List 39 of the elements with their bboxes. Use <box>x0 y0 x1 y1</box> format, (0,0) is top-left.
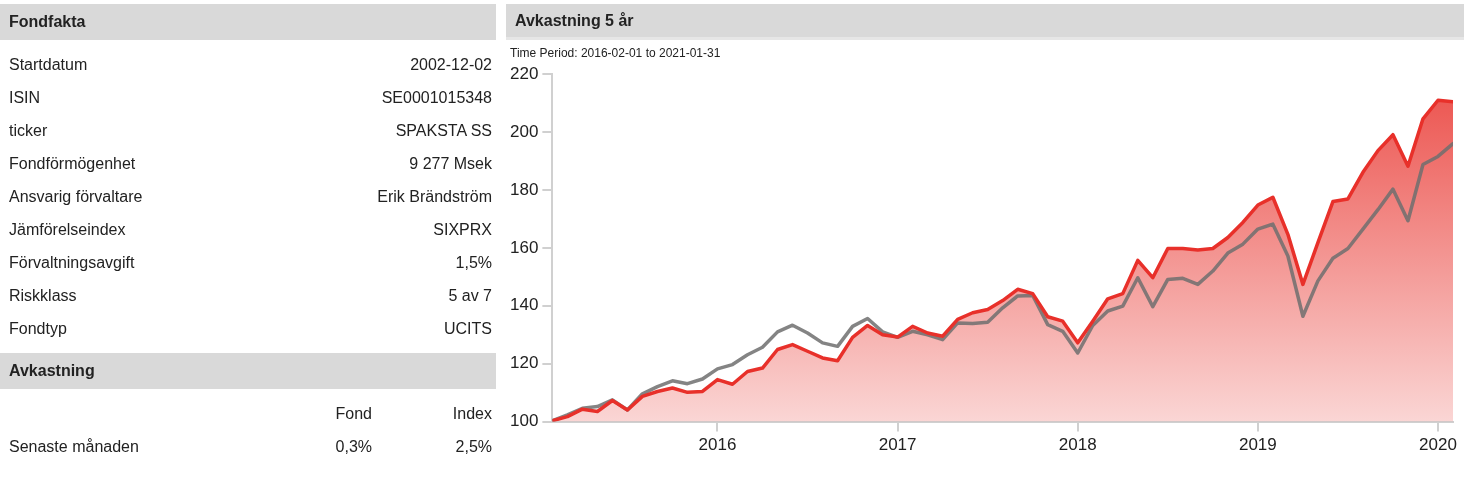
chart-title: Avkastning 5 år <box>506 4 1464 40</box>
text: 2,5% <box>454 437 492 457</box>
text: 1,5% <box>454 253 492 273</box>
text: Fondförmögenhet <box>9 154 137 174</box>
text: Fond <box>334 404 372 424</box>
text: ISIN <box>9 88 42 108</box>
text: Erik Brändström <box>377 187 492 207</box>
text: Riskklass <box>9 286 78 306</box>
x-tick-label: 2016 <box>698 435 737 455</box>
text: SIXPRX <box>432 220 492 240</box>
text: Senaste månaden <box>9 437 140 457</box>
y-tick-label: 160 <box>509 237 539 257</box>
text: Ansvarig förvaltare <box>9 187 144 207</box>
text: Index <box>451 404 492 424</box>
text: ticker <box>9 121 49 141</box>
text: Förvaltningsavgift <box>9 253 136 273</box>
y-tick-label: 100 <box>509 411 539 431</box>
text: Fondfakta <box>0 4 496 40</box>
text: 2002-12-02 <box>409 55 492 75</box>
text: Avkastning <box>0 353 496 389</box>
x-tick-label: 2019 <box>1238 435 1277 455</box>
x-tick-label: 2018 <box>1058 435 1097 455</box>
y-tick-label: 140 <box>509 295 539 315</box>
text: Startdatum <box>9 55 89 75</box>
x-tick-label: 2017 <box>878 435 917 455</box>
text: 9 277 Msek <box>408 154 492 174</box>
text: UCITS <box>443 319 492 339</box>
y-tick-label: 220 <box>509 63 539 83</box>
text: Jämförelseindex <box>9 220 127 240</box>
text: 0,3% <box>334 437 372 457</box>
x-tick-label: 2020 <box>1419 435 1457 455</box>
y-tick-label: 200 <box>509 121 539 141</box>
text: Fondtyp <box>9 319 68 339</box>
text: SE0001015348 <box>380 88 492 108</box>
chart-subtitle: Time Period: 2016-02-01 to 2021-01-31 <box>509 45 722 60</box>
y-tick-label: 120 <box>509 353 539 373</box>
text: SPAKSTA SS <box>394 121 492 141</box>
text: 5 av 7 <box>447 286 492 306</box>
y-tick-label: 180 <box>509 179 539 199</box>
